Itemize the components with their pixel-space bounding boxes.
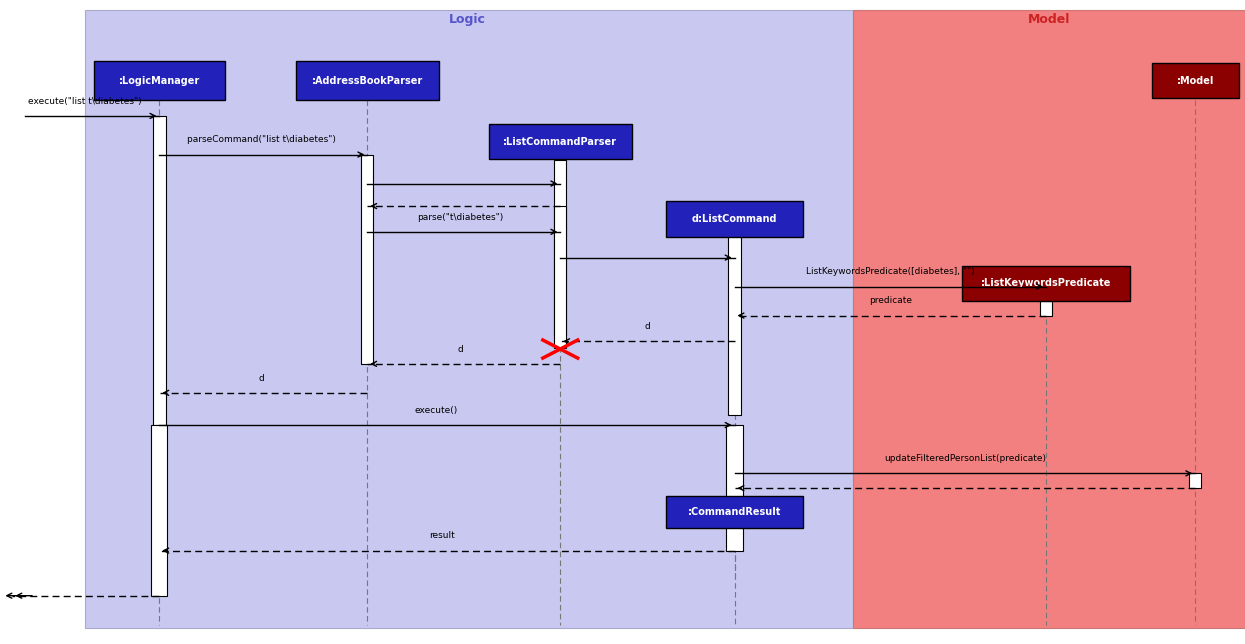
Bar [1152, 63, 1239, 99]
Bar [1040, 301, 1052, 316]
Bar [728, 236, 741, 415]
Bar [488, 124, 632, 160]
Bar [727, 425, 742, 551]
Bar [554, 206, 566, 348]
Bar [666, 496, 803, 528]
Text: updateFilteredPersonList(predicate): updateFilteredPersonList(predicate) [884, 454, 1046, 463]
Text: ListKeywordsPredicate([diabetes], ""): ListKeywordsPredicate([diabetes], "") [806, 267, 975, 276]
Bar [361, 155, 373, 364]
Bar [296, 61, 438, 100]
Bar [95, 61, 224, 100]
Text: d: d [458, 345, 463, 354]
Bar [666, 201, 803, 236]
Bar [1189, 473, 1201, 488]
Text: d: d [645, 322, 650, 331]
Text: :LogicManager: :LogicManager [118, 75, 200, 86]
Text: d: d [259, 374, 264, 383]
Text: Logic: Logic [448, 13, 486, 26]
Bar [85, 10, 853, 628]
Text: :ListCommandParser: :ListCommandParser [503, 137, 618, 147]
Bar [153, 116, 166, 425]
Text: :Model: :Model [1177, 75, 1214, 86]
Text: parseCommand("list t\diabetes"): parseCommand("list t\diabetes") [187, 135, 336, 144]
Text: execute("list t\diabetes"): execute("list t\diabetes") [27, 97, 142, 106]
Bar [152, 425, 167, 596]
Text: d:ListCommand: d:ListCommand [692, 214, 777, 224]
Text: :AddressBookParser: :AddressBookParser [311, 75, 423, 86]
Text: result: result [430, 531, 454, 540]
Text: Model: Model [1028, 13, 1071, 26]
Text: predicate: predicate [869, 296, 911, 305]
Text: :CommandResult: :CommandResult [687, 507, 782, 517]
Bar [554, 160, 566, 335]
Text: execute(): execute() [415, 406, 457, 415]
Bar [961, 265, 1130, 301]
Text: parse("t\diabetes"): parse("t\diabetes") [417, 213, 504, 222]
Text: :ListKeywordsPredicate: :ListKeywordsPredicate [981, 278, 1111, 289]
Bar [853, 10, 1245, 628]
